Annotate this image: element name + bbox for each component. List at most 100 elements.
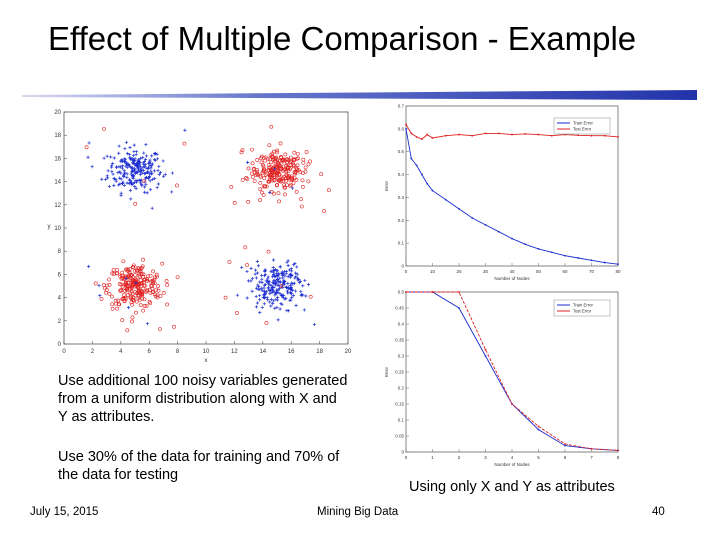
data-point-red <box>254 172 259 177</box>
data-point-blue <box>290 295 294 299</box>
data-point-red <box>165 302 170 307</box>
data-point-red <box>128 291 132 295</box>
data-point-red <box>133 273 138 277</box>
data-point-red <box>285 160 289 164</box>
data-point-red <box>271 170 276 174</box>
data-point-blue <box>273 306 277 310</box>
data-point-blue <box>266 298 270 302</box>
data-point-red <box>239 150 244 155</box>
x-tick-label: 3 <box>484 455 487 460</box>
data-point-blue <box>266 280 270 284</box>
data-point-blue <box>112 177 117 181</box>
data-point-red <box>110 294 114 299</box>
data-point-blue <box>152 169 157 173</box>
error-chart-noisy: 0 10 20 30 40 50 60 70 80 0 0.1 0.2 0.3 0.4 0.5 0.6 0.7 N… <box>384 104 621 282</box>
data-point-blue <box>123 147 127 151</box>
data-point-red <box>143 290 148 294</box>
data-point-red <box>125 284 130 289</box>
data-point-blue <box>144 177 148 181</box>
data-point-red <box>292 150 297 155</box>
data-point-blue <box>125 181 129 185</box>
data-point-red <box>119 288 124 293</box>
y-tick-label: 14 <box>54 180 61 186</box>
data-point-red <box>115 306 119 311</box>
data-point-red <box>327 188 331 193</box>
data-point-blue <box>270 275 275 279</box>
data-point-blue <box>267 283 271 287</box>
data-point-blue <box>143 163 147 167</box>
series-point-test <box>415 135 418 138</box>
y-axis-label: Error <box>384 180 389 191</box>
data-point-red <box>107 277 111 282</box>
x-tick-label: 40 <box>509 269 515 274</box>
paragraph-noisy-variables: Use additional 100 noisy variables gener… <box>58 373 348 425</box>
series-point-train <box>484 355 487 357</box>
data-point-blue <box>296 278 300 282</box>
data-point-red <box>267 173 272 178</box>
series-point-test <box>537 425 540 428</box>
data-point-blue <box>117 151 121 155</box>
data-point-blue <box>149 164 154 168</box>
data-point-blue <box>265 277 270 281</box>
data-point-blue <box>250 276 255 281</box>
data-point-blue <box>245 296 249 300</box>
data-point-red <box>255 158 260 162</box>
data-point-blue <box>150 154 154 158</box>
series-point-test <box>511 133 513 136</box>
data-point-blue <box>282 282 286 286</box>
data-point-red <box>172 324 176 329</box>
data-point-blue <box>87 264 91 269</box>
data-point-blue <box>162 174 166 178</box>
series-point-test <box>431 291 434 293</box>
data-point-blue <box>125 172 129 176</box>
data-point-red <box>288 165 293 170</box>
data-point-blue <box>254 286 259 290</box>
data-point-blue <box>253 272 257 276</box>
data-point-blue <box>288 286 292 290</box>
y-tick-label: 0.35 <box>395 338 404 343</box>
data-point-red <box>115 268 119 272</box>
data-point-blue <box>119 193 123 198</box>
data-point-blue <box>153 176 157 181</box>
plot-frame <box>63 111 349 345</box>
x-tick-label: 0 <box>62 349 66 355</box>
data-point-red <box>107 292 112 296</box>
data-point-red <box>281 175 286 179</box>
data-point-red <box>292 157 297 162</box>
data-point-blue <box>156 168 160 173</box>
series-point-test <box>577 134 580 137</box>
series-point-test <box>458 133 460 136</box>
data-point-red <box>132 268 137 273</box>
data-point-red <box>279 155 284 160</box>
data-point-red <box>252 179 257 184</box>
data-point-red <box>288 158 293 163</box>
x-axis-label: x <box>205 358 208 364</box>
data-point-red <box>135 291 139 296</box>
data-point-blue <box>90 165 94 169</box>
data-point-blue <box>258 294 262 298</box>
x-tick-label: 20 <box>345 349 352 355</box>
data-point-blue <box>153 157 157 162</box>
data-point-blue <box>279 301 283 306</box>
data-point-red <box>292 170 297 175</box>
data-point-red <box>304 150 309 154</box>
data-point-blue <box>117 165 121 169</box>
data-point-blue <box>253 268 258 272</box>
data-point-red <box>261 167 266 172</box>
data-point-red <box>164 279 169 283</box>
data-point-blue <box>170 190 174 194</box>
data-point-red <box>229 185 234 189</box>
data-point-red <box>93 281 98 286</box>
data-point-red <box>278 166 283 171</box>
data-point-blue <box>256 264 261 268</box>
data-point-blue <box>260 286 264 290</box>
data-point-blue <box>297 281 302 285</box>
data-point-red <box>294 190 299 194</box>
data-point-blue <box>278 291 282 296</box>
x-tick-label: 8 <box>176 349 180 355</box>
data-point-blue <box>144 182 148 187</box>
data-point-red <box>120 276 125 280</box>
series-point-test <box>511 403 513 405</box>
series-point-test <box>590 447 593 450</box>
data-point-blue <box>280 283 285 287</box>
